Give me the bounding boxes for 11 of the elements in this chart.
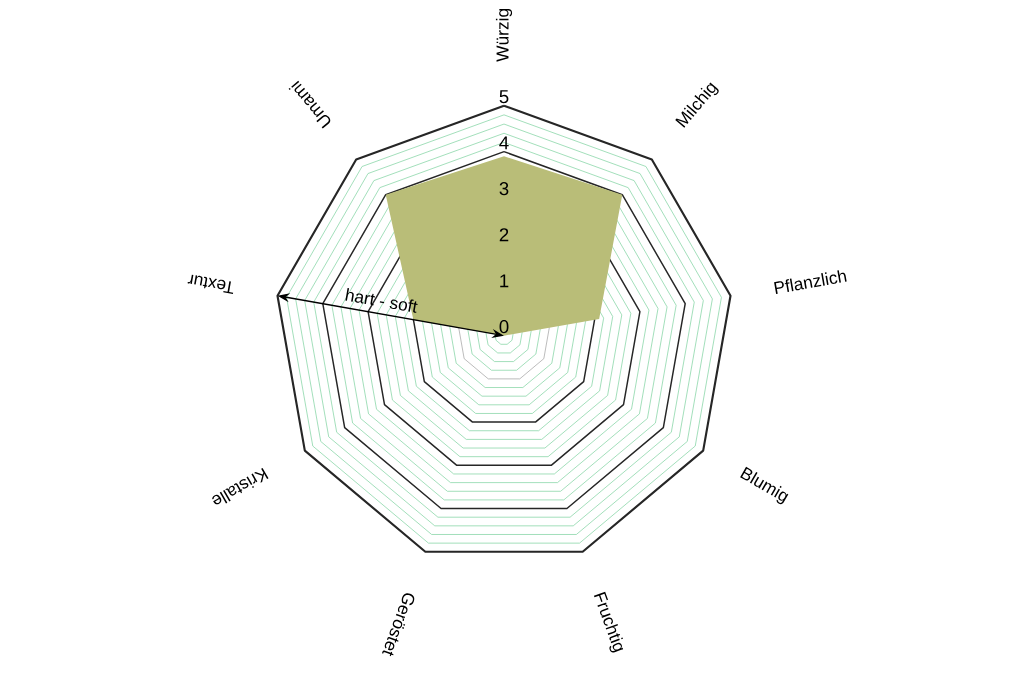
spoke-label: Pflanzlich <box>774 270 847 294</box>
y-tick-label: 5 <box>499 90 509 104</box>
y-tick-label: 3 <box>499 182 509 196</box>
spoke-label: Fruchtig <box>593 591 624 653</box>
spoke-label: Textur <box>187 274 234 294</box>
y-tick-label: 4 <box>499 136 509 150</box>
y-tick-label: 0 <box>499 320 509 334</box>
text: hart - soft <box>345 288 418 313</box>
spoke-label: Würzig <box>495 9 513 62</box>
y-tick-label: 2 <box>499 228 509 242</box>
y-tick-label: 1 <box>500 274 509 288</box>
